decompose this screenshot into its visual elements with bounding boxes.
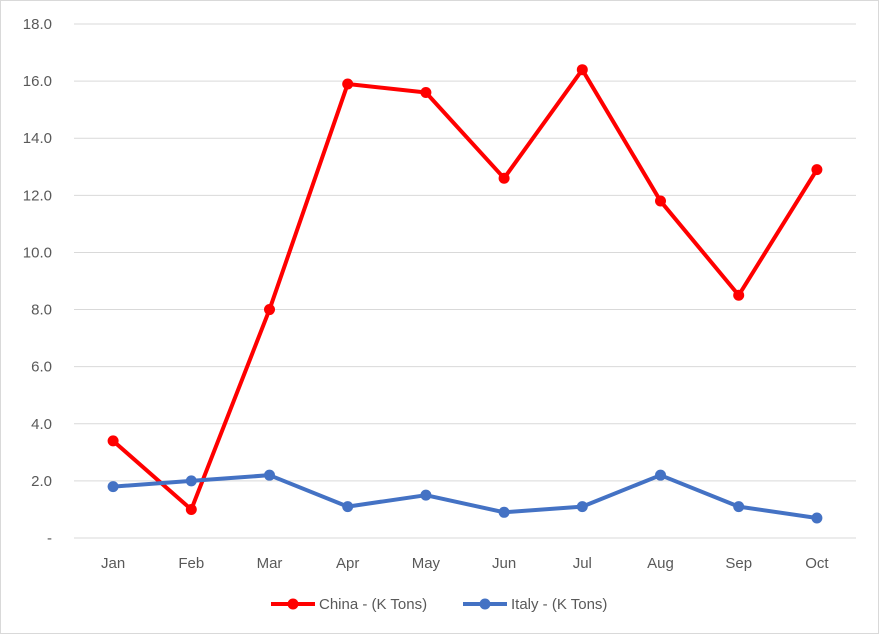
x-tick-label: Apr bbox=[336, 555, 359, 572]
data-point bbox=[811, 512, 823, 524]
data-point bbox=[264, 469, 275, 481]
y-tick-label: 18.0 bbox=[23, 16, 52, 33]
x-tick-label: Feb bbox=[178, 555, 204, 572]
data-point bbox=[733, 289, 745, 301]
data-point bbox=[107, 435, 119, 447]
x-tick-label: Mar bbox=[257, 555, 283, 572]
data-point bbox=[576, 64, 588, 76]
y-tick-label: 16.0 bbox=[23, 73, 52, 90]
series-1 bbox=[107, 469, 823, 524]
legend-label: China - (K Tons) bbox=[319, 596, 427, 613]
gridlines bbox=[74, 23, 856, 539]
legend-label: Italy - (K Tons) bbox=[511, 596, 607, 613]
series-0 bbox=[107, 64, 823, 515]
data-point bbox=[420, 87, 432, 99]
legend: China - (K Tons) Italy - (K Tons) bbox=[271, 596, 607, 613]
legend-marker bbox=[287, 598, 299, 610]
x-tick-label: Jan bbox=[101, 555, 125, 572]
data-point bbox=[185, 475, 197, 487]
data-point bbox=[107, 481, 119, 493]
x-tick-label: Aug bbox=[647, 555, 674, 572]
legend-item-1: Italy - (K Tons) bbox=[463, 596, 607, 613]
x-tick-label: Jun bbox=[492, 555, 516, 572]
data-point bbox=[342, 78, 354, 90]
series-lines bbox=[107, 64, 823, 524]
y-tick-label: 2.0 bbox=[31, 473, 52, 490]
y-tick-label: 8.0 bbox=[31, 302, 52, 319]
x-tick-label: Jul bbox=[573, 555, 592, 572]
data-point bbox=[264, 304, 275, 316]
x-tick-label: Sep bbox=[725, 555, 752, 572]
x-axis-tick-labels: Jan Feb Mar Apr May Jun Jul Aug Sep Oct bbox=[101, 555, 829, 572]
y-tick-label: - bbox=[47, 530, 52, 547]
legend-marker bbox=[479, 598, 491, 610]
y-tick-label: 12.0 bbox=[23, 187, 52, 204]
series-line bbox=[111, 473, 819, 521]
data-point bbox=[733, 501, 745, 513]
y-tick-label: 4.0 bbox=[31, 416, 52, 433]
data-point bbox=[342, 501, 354, 513]
data-point bbox=[811, 164, 823, 176]
y-tick-label: 6.0 bbox=[31, 359, 52, 376]
legend-item-0: China - (K Tons) bbox=[271, 596, 427, 613]
x-tick-label: May bbox=[412, 555, 441, 572]
y-tick-label: 14.0 bbox=[23, 130, 52, 147]
x-tick-label: Oct bbox=[805, 555, 829, 572]
data-point bbox=[655, 469, 666, 481]
data-point bbox=[185, 503, 197, 515]
data-point bbox=[420, 489, 432, 501]
data-point bbox=[655, 195, 666, 207]
series-line bbox=[111, 67, 819, 512]
data-point bbox=[498, 506, 510, 518]
data-point bbox=[498, 172, 510, 184]
y-axis-tick-labels: - 2.0 4.0 6.0 8.0 10.0 12.0 14.0 16.0 18.0 bbox=[23, 16, 52, 547]
y-tick-label: 10.0 bbox=[23, 244, 52, 261]
data-point bbox=[576, 501, 588, 513]
